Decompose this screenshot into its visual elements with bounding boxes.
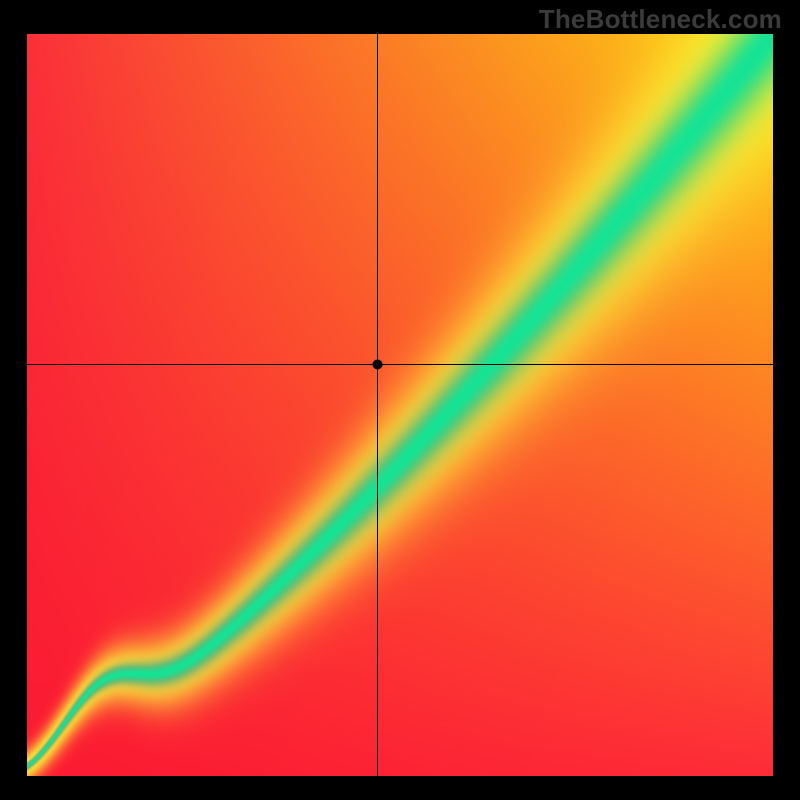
watermark-text: TheBottleneck.com [539,4,782,35]
heatmap-plot [27,34,773,776]
